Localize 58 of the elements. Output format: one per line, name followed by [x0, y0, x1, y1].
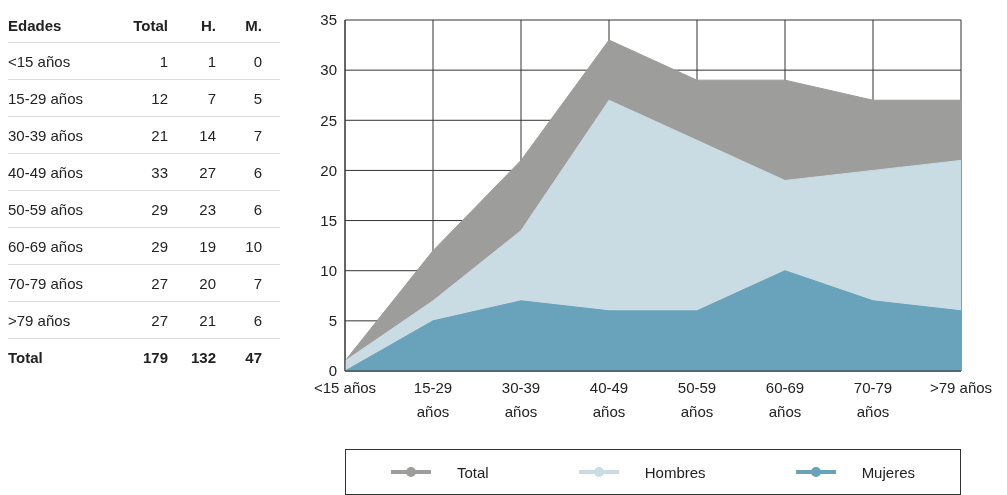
y-tick-label: 5 — [328, 312, 337, 330]
y-tick-label: 35 — [320, 11, 337, 29]
data-label: 21 — [198, 311, 216, 329]
data-label: 6 — [252, 311, 262, 329]
y-tick-label: 70-79 años — [8, 274, 85, 292]
data-label: 47 — [244, 348, 262, 366]
data-label: 33 — [150, 163, 168, 181]
y-axis-title: Edades — [8, 16, 63, 34]
data-label: 6 — [252, 200, 262, 218]
y-tick-label: 40-49 años — [8, 163, 85, 181]
data-label: 23 — [198, 200, 216, 218]
data-label: 1 — [206, 52, 216, 70]
y-tick-label: 50-59 años — [8, 200, 85, 218]
data-label: 7 — [252, 126, 262, 144]
x-tick-label: Total — [132, 16, 168, 34]
data-label: 132 — [189, 348, 216, 366]
data-label: 179 — [141, 348, 168, 366]
x-tick-label: 50-59 años — [677, 379, 717, 420]
data-label: 29 — [150, 237, 168, 255]
x-tick-label: 15-29 años — [413, 379, 453, 420]
y-tick-label: 20 — [320, 161, 337, 179]
x-tick-label: H. — [200, 16, 216, 34]
y-tick-label: 15-29 años — [8, 89, 85, 107]
x-tick-label: >79 años — [929, 379, 993, 396]
y-tick-label: 25 — [320, 111, 337, 129]
data-label: 7 — [206, 89, 216, 107]
data-label: 1 — [158, 52, 168, 70]
y-tick-label: 30-39 años — [8, 126, 85, 144]
y-tick-label: <15 años — [8, 52, 72, 70]
data-label: 21 — [150, 126, 168, 144]
legend-label: Hombres — [644, 463, 706, 481]
x-tick-label: M. — [244, 16, 262, 34]
data-label: 0 — [252, 52, 262, 70]
x-tick-label: 30-39 años — [501, 379, 541, 420]
legend-label: Total — [457, 463, 489, 481]
data-label: 20 — [198, 274, 216, 292]
data-label: 7 — [252, 274, 262, 292]
data-label: 19 — [198, 237, 216, 255]
y-tick-label: >79 años — [8, 311, 72, 329]
x-tick-label: 40-49 años — [589, 379, 629, 420]
data-label: 27 — [150, 274, 168, 292]
y-tick-label: 0 — [328, 362, 337, 380]
y-tick-label: 30 — [320, 61, 337, 79]
y-tick-label: 15 — [320, 211, 337, 229]
data-label: 12 — [150, 89, 168, 107]
legend-label: Mujeres — [861, 463, 915, 481]
x-tick-label: 70-79 años — [853, 379, 893, 420]
data-label: 10 — [244, 237, 262, 255]
x-tick-label: 60-69 años — [765, 379, 805, 420]
data-label: 27 — [198, 163, 216, 181]
data-label: 27 — [150, 311, 168, 329]
y-tick-label: Total — [8, 348, 44, 366]
data-label: 6 — [252, 163, 262, 181]
y-tick-label: 60-69 años — [8, 237, 85, 255]
data-label: 14 — [198, 126, 216, 144]
data-label: 5 — [252, 89, 262, 107]
data-label: 29 — [150, 200, 168, 218]
y-tick-label: 10 — [320, 262, 337, 280]
